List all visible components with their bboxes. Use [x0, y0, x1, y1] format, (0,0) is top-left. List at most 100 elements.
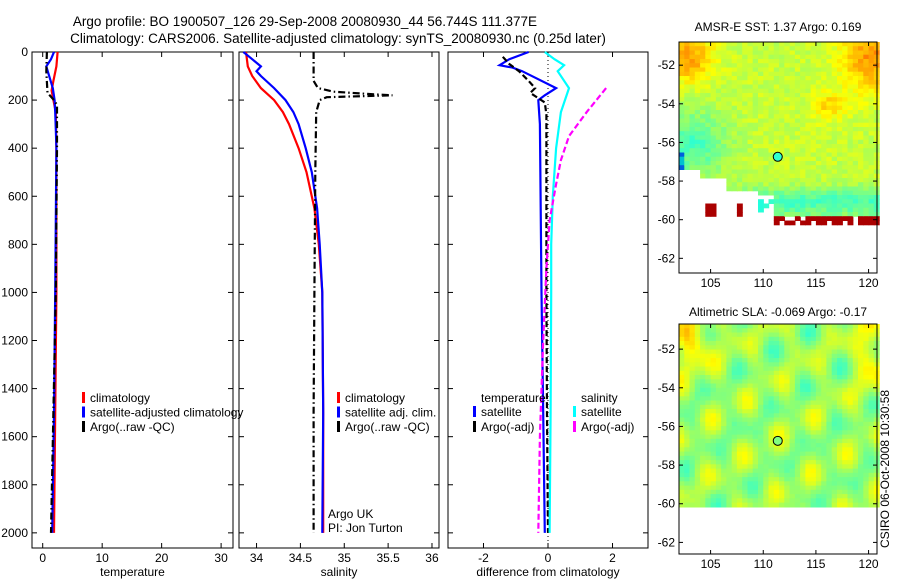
heatmap-cell — [700, 67, 706, 73]
heatmap-cell — [831, 97, 838, 102]
heatmap-cell — [758, 421, 764, 427]
heatmap-cell — [800, 156, 806, 162]
heatmap-cell — [831, 387, 838, 393]
heatmap-cell — [826, 84, 833, 90]
heatmap-cell — [815, 455, 822, 461]
heatmap-cell — [831, 443, 838, 448]
heatmap-cell — [694, 67, 701, 73]
heatmap-cell — [705, 353, 712, 359]
heatmap-cell — [863, 118, 870, 124]
heatmap-cell — [679, 426, 685, 431]
heatmap-cell — [689, 76, 696, 81]
heatmap-cell — [694, 50, 701, 56]
heatmap-cell — [700, 451, 706, 457]
heatmap-cell — [736, 404, 743, 410]
heatmap-cell — [726, 324, 733, 329]
heatmap-cell — [868, 148, 875, 153]
heatmap-cell — [779, 54, 785, 60]
heatmap-cell — [700, 332, 706, 338]
heatmap-cell — [768, 199, 775, 204]
heatmap-cell — [679, 438, 685, 444]
heatmap-cell — [805, 178, 812, 183]
heatmap-cell — [784, 50, 791, 56]
heatmap-cell — [731, 447, 738, 453]
heatmap-cell — [721, 358, 727, 363]
heatmap-cell — [821, 468, 828, 474]
map-title: AMSR-E SST: 1.37 Argo: 0.169 — [695, 20, 862, 34]
heatmap-cell — [763, 366, 770, 372]
heatmap-cell — [689, 97, 696, 102]
heatmap-cell — [747, 421, 754, 427]
heatmap-cell — [826, 80, 833, 85]
heatmap-cell — [752, 161, 759, 166]
heatmap-cell — [863, 212, 870, 217]
heatmap-cell — [863, 400, 870, 406]
heatmap-cell — [837, 358, 843, 363]
heatmap-cell — [736, 489, 743, 495]
heatmap-cell — [726, 383, 733, 389]
heatmap-cell — [752, 430, 759, 436]
heatmap-cell — [752, 494, 759, 499]
heatmap-cell — [831, 383, 838, 389]
heatmap-cell — [815, 71, 822, 77]
heatmap-cell — [868, 131, 875, 136]
heatmap-cell — [768, 426, 775, 431]
heatmap-cell — [800, 97, 806, 102]
heatmap-cell — [821, 114, 828, 119]
heatmap-cell — [810, 404, 817, 410]
heatmap-cell — [684, 54, 691, 60]
heatmap-cell — [747, 362, 754, 368]
heatmap-cell — [689, 63, 696, 68]
heatmap-cell — [831, 464, 838, 470]
heatmap-cell — [700, 97, 706, 102]
heatmap-cell — [679, 468, 685, 474]
heatmap-cell — [789, 220, 796, 226]
heatmap-cell — [779, 76, 785, 81]
heatmap-cell — [842, 379, 849, 385]
heatmap-cell — [747, 383, 754, 389]
y-tick-label: 200 — [8, 93, 28, 107]
map-y-tick-label: -60 — [658, 213, 676, 227]
heatmap-cell — [726, 498, 733, 504]
heatmap-cell — [858, 468, 864, 474]
heatmap-cell — [852, 494, 859, 499]
heatmap-cell — [784, 156, 791, 162]
heatmap-cell — [721, 485, 727, 491]
heatmap-cell — [842, 477, 849, 482]
heatmap-cell — [784, 195, 791, 200]
heatmap-cell — [789, 400, 796, 406]
map-y-tick-label: -56 — [658, 135, 676, 149]
heatmap-cell — [826, 182, 833, 187]
heatmap-cell — [826, 396, 833, 402]
heatmap-cell — [831, 477, 838, 482]
heatmap-cell — [700, 59, 706, 64]
heatmap-cell — [800, 46, 806, 51]
heatmap-cell — [705, 139, 712, 145]
heatmap-cell — [810, 451, 817, 457]
heatmap-cell — [773, 345, 780, 351]
heatmap-cell — [758, 144, 764, 149]
heatmap-cell — [815, 122, 822, 128]
heatmap-cell — [763, 502, 770, 508]
heatmap-cell — [789, 203, 796, 209]
heatmap-cell — [721, 63, 727, 68]
heatmap-cell — [705, 93, 712, 98]
heatmap-cell — [710, 173, 717, 179]
heatmap-cell — [715, 165, 722, 170]
heatmap-cell — [758, 165, 764, 170]
heatmap-cell — [736, 332, 743, 338]
heatmap-cell — [736, 409, 743, 414]
heatmap-cell — [784, 114, 791, 119]
heatmap-cell — [842, 434, 849, 440]
heatmap-cell — [858, 434, 864, 440]
heatmap-cell — [747, 477, 754, 482]
heatmap-cell — [715, 392, 722, 397]
heatmap-cell — [700, 349, 706, 355]
heatmap-cell — [837, 400, 843, 406]
heatmap-cell — [868, 472, 875, 478]
legend-swatch — [82, 421, 85, 432]
heatmap-cell — [705, 349, 712, 355]
heatmap-cell — [763, 443, 770, 448]
heatmap-cell — [758, 489, 764, 495]
heatmap-cell — [837, 80, 843, 85]
